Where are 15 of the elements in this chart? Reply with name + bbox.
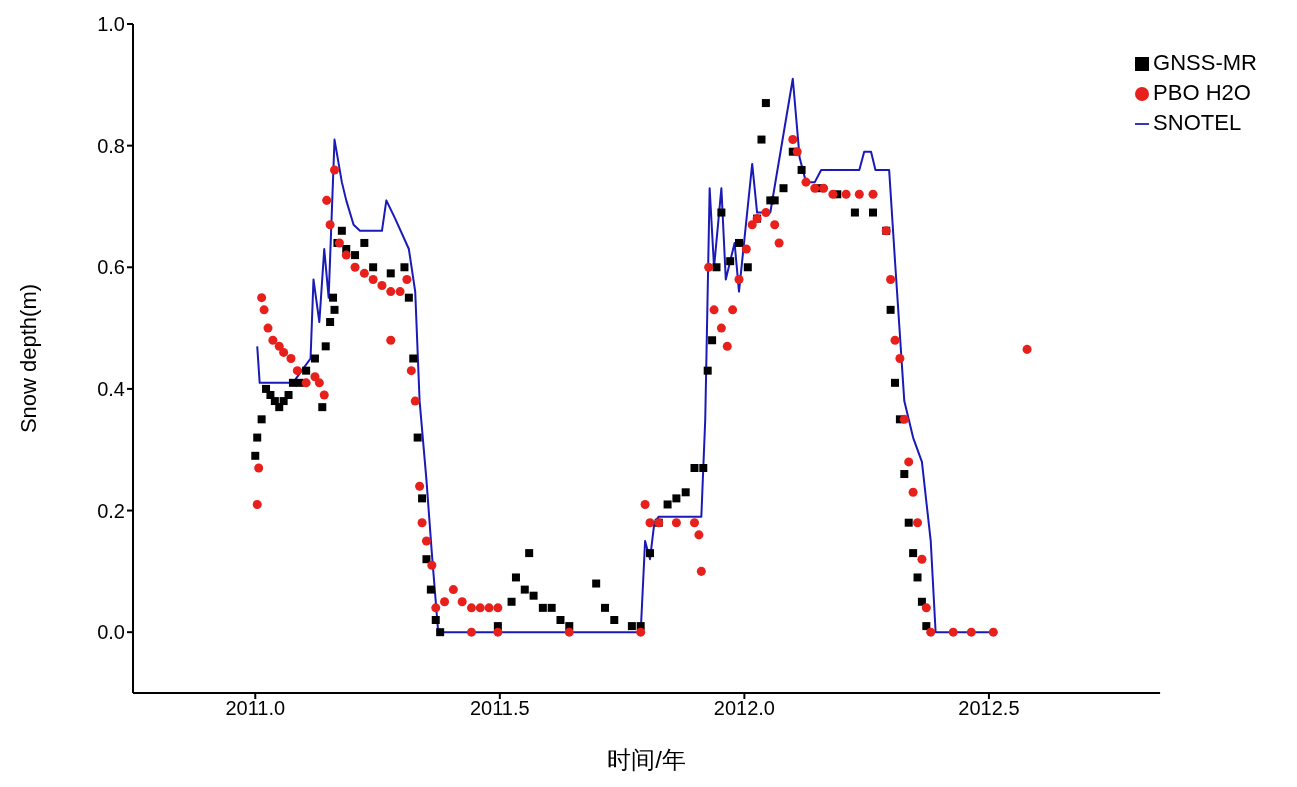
x-tick-label: 2012.0 [713,697,775,720]
legend-label: GNSS-MR [1153,50,1257,75]
y-tick-label: 0.2 [97,499,125,522]
y-tick-label: 1.0 [97,13,125,36]
y-tick-label: 0.6 [97,256,125,279]
y-tick-label: 0.8 [97,134,125,157]
x-tick-label: 2011.5 [469,697,530,720]
y-tick-label: 0.4 [97,378,125,401]
legend-label: PBO H2O [1153,80,1251,105]
y-tick-label: 0.0 [97,621,125,644]
x-tick-label: 2011.0 [225,697,286,720]
y-axis-title: Snow depth(m) [15,283,41,434]
x-axis-title: 时间/年 [607,746,686,773]
legend-label: SNOTEL [1153,110,1242,135]
x-tick-label: 2012.5 [958,697,1020,720]
